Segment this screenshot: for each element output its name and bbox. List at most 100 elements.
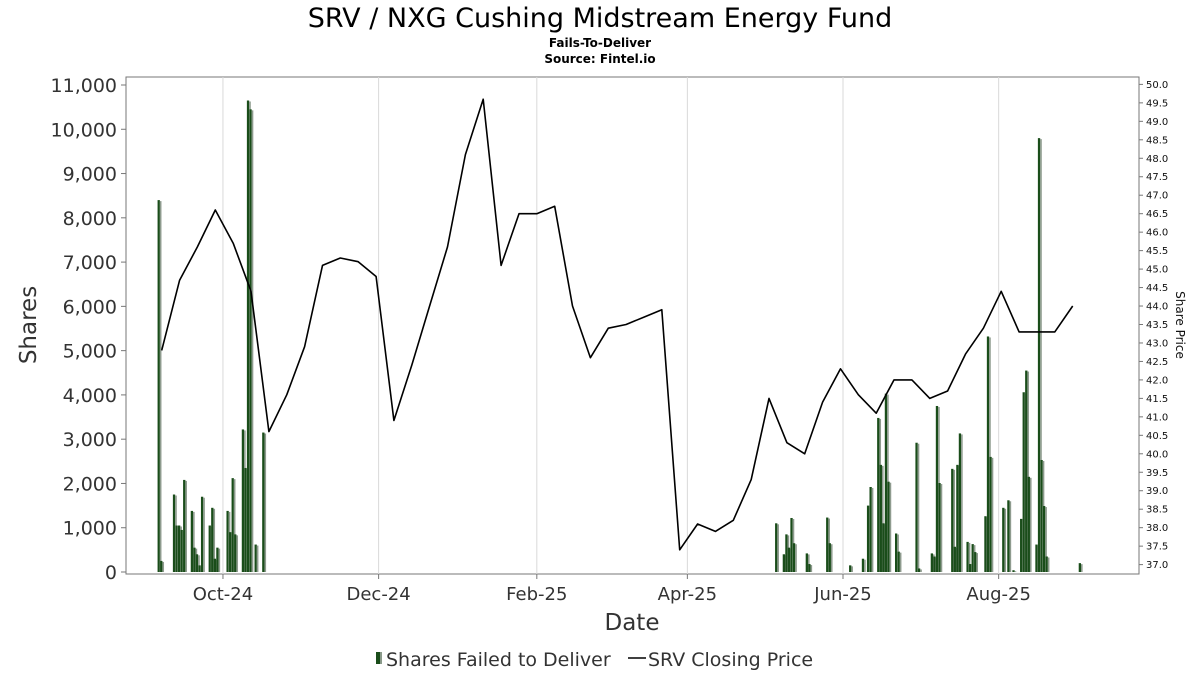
ftd-bar [200,496,204,572]
ftd-bar-shade [233,479,236,572]
price-line-layer [160,98,1074,551]
y-tick-label: 9,000 [63,164,117,186]
ftd-bar [262,432,265,572]
ftd-bar-shade [899,552,902,572]
ftd-bar [935,405,939,572]
ftd-bar-shade [1081,564,1083,572]
x-tick-label: Apr-25 [658,584,717,605]
ftd-bar [877,417,880,572]
ftd-bar [861,558,865,572]
ftd-bar [177,525,181,572]
ftd-bar [195,554,199,572]
ftd-bar [956,464,959,572]
ftd-bar [1035,544,1038,572]
ftd-bar-shade [256,545,259,572]
y2-tick-label: 49.0 [1146,117,1168,128]
ftd-bar-shade [213,508,216,572]
ftd-bar [933,556,936,572]
y2-tick-label: 48.5 [1146,135,1168,146]
y-tick-label: 11,000 [51,75,117,97]
ftd-bar [1040,459,1043,572]
ftd-bar-shade [871,487,874,572]
ftd-bar [1045,556,1048,572]
ftd-bar [234,534,237,572]
ftd-bar-shade [989,337,991,572]
y2-tick-label: 47.5 [1146,172,1168,183]
ftd-bar [249,109,252,572]
ftd-bar [958,433,962,572]
ftd-bar [897,551,900,572]
y2-tick-label: 49.5 [1146,98,1168,109]
chart-subtitle: Fails-To-Deliver [549,36,651,50]
ftd-bar [226,510,229,572]
y2-tick-label: 38.0 [1146,523,1168,534]
ftd-bar-shade [159,201,162,573]
ftd-bar [1007,500,1010,572]
ftd-bar [254,544,257,572]
ftd-bar [1025,370,1028,572]
x-tick-label: Feb-25 [506,584,567,605]
ftd-bar [887,481,890,572]
y2-tick-label: 44.5 [1146,283,1168,294]
ftd-bar-shade [1004,508,1007,572]
legend: Shares Failed to Deliver SRV Closing Pri… [376,649,813,671]
ftd-bar [190,510,194,572]
ftd-bar [787,547,791,572]
ftd-bar [974,552,977,572]
ftd-bar [879,464,882,572]
ftd-bar-shade [976,553,978,572]
ftd-bars [157,100,1083,573]
ftd-bar [915,442,918,572]
ftd-bar-shade [795,544,797,572]
x-tick-label: Jun-25 [813,584,872,605]
ftd-bar [951,468,954,572]
ftd-bar-shade [968,542,971,572]
ftd-bar [229,532,232,572]
ftd-bar [208,525,211,572]
y2-tick-label: 38.5 [1146,505,1168,516]
y-tick-label: 6,000 [63,296,117,318]
ftd-bar [1027,476,1030,572]
ftd-bar [1022,392,1025,572]
ftd-bar [775,523,778,572]
ftd-bar-shade [1040,139,1042,573]
ftd-bar [211,507,214,572]
ftd-bar-shade [162,561,165,572]
ftd-bar [984,516,987,572]
y2-tick-label: 42.5 [1146,357,1168,368]
ftd-bar [966,541,969,572]
ftd-bar-shade [1045,507,1047,572]
ftd-bar [782,554,786,572]
x-axis-ticks: Oct-24 Dec-24 Feb-25 Apr-25 Jun-25 Aug-25 [193,574,1031,605]
ftd-bar [241,429,245,572]
price-line [160,98,1074,551]
y2-axis-label: Share Price [1173,291,1187,359]
ftd-bar [231,478,234,572]
ftd-bar-shade [1047,557,1050,572]
ftd-bar-shade [851,566,853,572]
ftd-bar [792,543,796,572]
y2-tick-label: 47.0 [1146,191,1168,202]
x-tick-label: Dec-24 [346,584,410,605]
ftd-bar-shade [1027,371,1030,572]
ftd-bar [869,486,872,572]
ftd-bar-shade [264,433,267,572]
ftd-bar [246,100,250,572]
ftd-bar-shade [1014,571,1017,572]
y-tick-label: 10,000 [51,119,117,141]
y2-tick-label: 41.5 [1146,394,1168,405]
ftd-bar-shade [917,443,920,572]
ftd-bar-shade [864,559,866,572]
ftd-bar [884,393,888,572]
ftd-bar-shade [185,480,187,572]
ftd-bar [180,529,183,572]
y-tick-label: 8,000 [63,208,117,230]
y2-tick-label: 50.0 [1146,80,1168,91]
y-tick-label: 7,000 [63,252,117,274]
ftd-bar-shade [1029,477,1032,572]
legend-swatch-bar [376,652,380,664]
ftd-bar [938,483,941,572]
ftd-bar [785,534,788,572]
ftd-bar [213,558,217,572]
